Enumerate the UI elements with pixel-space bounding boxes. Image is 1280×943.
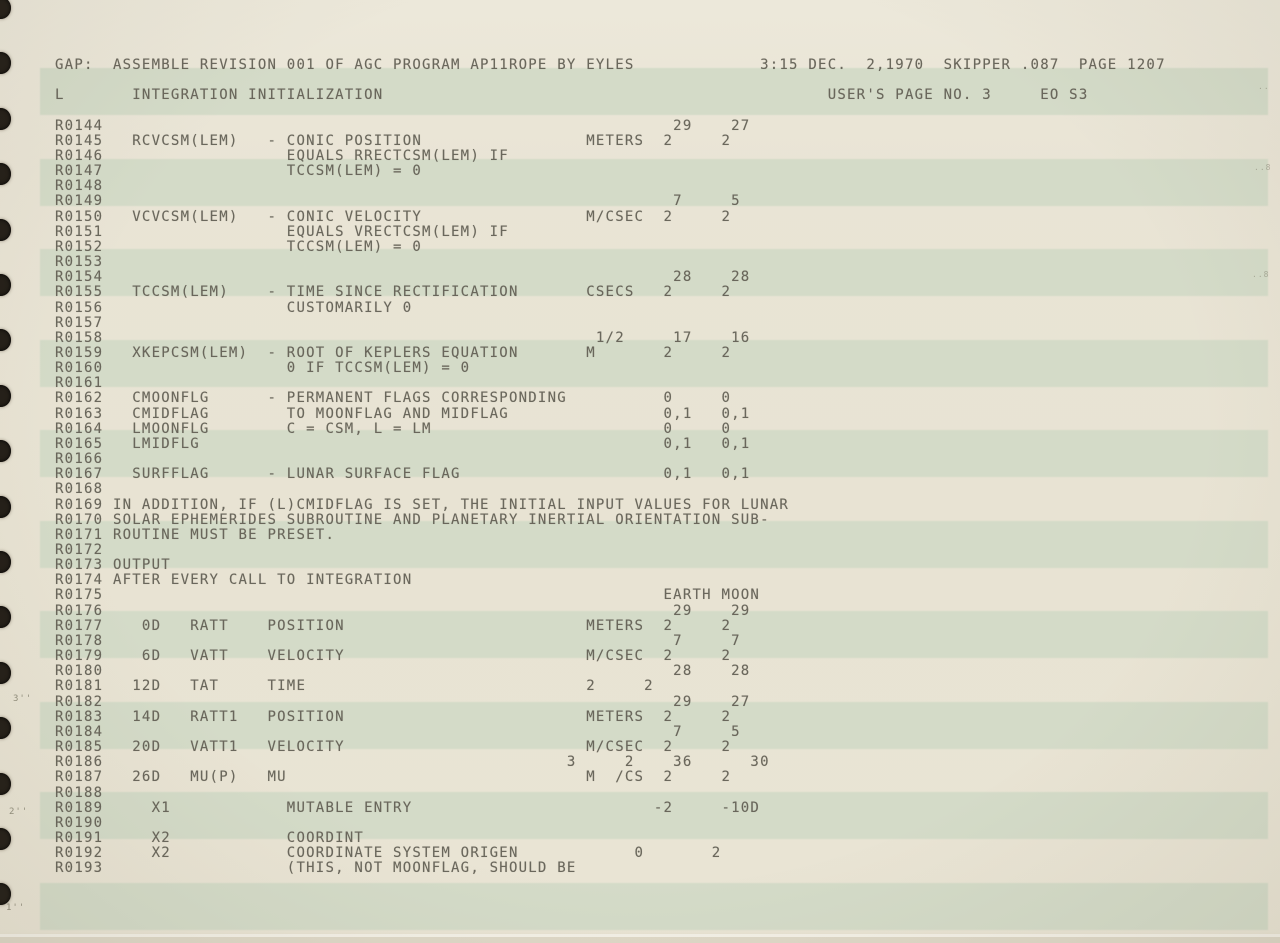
edge-artifact: .. xyxy=(1258,82,1270,91)
punch-hole xyxy=(0,661,11,684)
punch-hole xyxy=(0,274,11,296)
greenbar-stripe xyxy=(40,339,1268,387)
printout-text: GAP: ASSEMBLE REVISION 001 OF AGC PROGRA… xyxy=(55,57,1166,877)
punch-hole xyxy=(0,828,11,850)
punch-hole xyxy=(0,0,11,19)
greenbar-stripe xyxy=(40,701,1268,749)
page-bottom-edge xyxy=(0,934,1280,937)
punch-hole xyxy=(0,772,11,795)
punch-hole xyxy=(0,551,11,573)
ruler-mark-3in: 3'' xyxy=(13,694,33,704)
punch-hole xyxy=(0,883,11,906)
greenbar-stripe xyxy=(40,792,1268,839)
page-bottom-shade xyxy=(0,937,1280,943)
ruler-mark-1in: 1'' xyxy=(6,903,26,913)
punch-hole xyxy=(0,717,11,740)
edge-artifact: ..8 xyxy=(1252,270,1270,279)
punch-hole xyxy=(0,440,11,463)
edge-artifact: ..8 xyxy=(1254,163,1272,172)
greenbar-stripe xyxy=(40,611,1268,658)
greenbar-stripe xyxy=(40,158,1268,206)
greenbar-stripe xyxy=(40,249,1268,296)
punch-hole xyxy=(0,495,11,518)
punch-hole xyxy=(0,606,11,629)
greenbar-stripe xyxy=(40,68,1268,115)
ruler-mark-2in: 2'' xyxy=(9,807,29,817)
punch-hole xyxy=(0,52,11,75)
greenbar-stripe xyxy=(40,430,1268,477)
punch-hole xyxy=(0,163,11,186)
punch-hole xyxy=(0,107,11,130)
greenbar-stripe xyxy=(40,882,1268,930)
punch-hole xyxy=(0,384,11,407)
punch-hole xyxy=(0,218,11,241)
punch-hole xyxy=(0,329,11,352)
greenbar-stripe xyxy=(40,520,1268,568)
